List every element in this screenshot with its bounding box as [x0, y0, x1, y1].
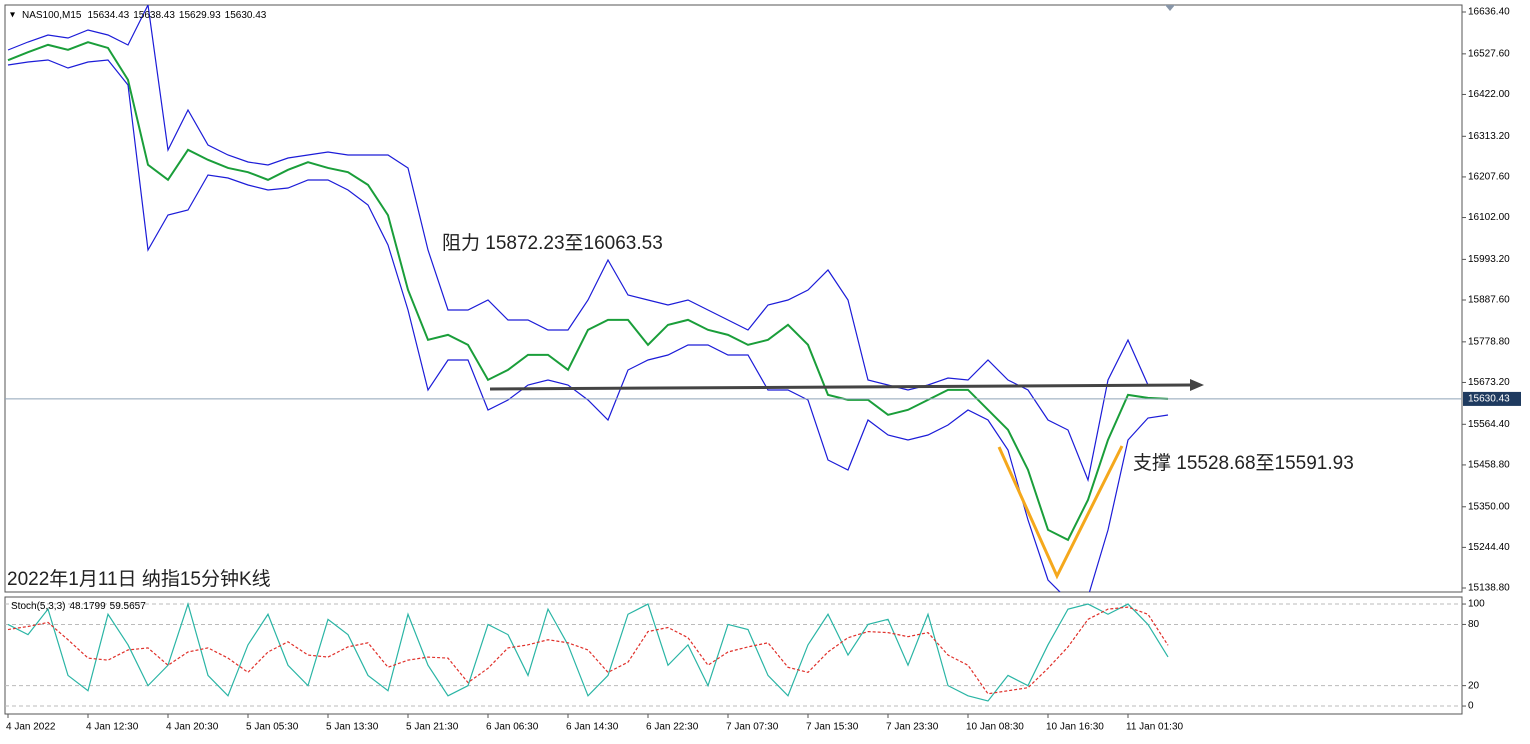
y-tick-label: 15138.80: [1468, 583, 1510, 594]
header: NAS100,M15 15634.43 15638.43 15629.93 15630.…: [22, 10, 267, 21]
series-line: [7, 601, 1169, 702]
x-tick-label: 10 Jan 16:30: [1046, 722, 1104, 733]
price-tag: [1463, 391, 1521, 406]
x-tick-label: 5 Jan 21:30: [406, 722, 459, 733]
resistance-arrow: [489, 383, 1193, 391]
resistance-note: 阻力 15872.23至16063.53: [442, 232, 663, 254]
main-panel: [4, 4, 1463, 593]
y-tick-label: 16527.60: [1468, 48, 1510, 59]
stoch-panel: [4, 596, 1463, 715]
y-tick-label: 20: [1468, 680, 1480, 691]
y-tick-label: 16636.40: [1468, 7, 1510, 18]
y-tick-label: 100: [1468, 599, 1485, 610]
stoch-plot: [5, 601, 1462, 707]
x-tick-label: 6 Jan 06:30: [486, 722, 539, 733]
y-tick-label: 15887.60: [1468, 295, 1510, 306]
x-tick-label: 6 Jan 14:30: [566, 722, 619, 733]
y-tick-label: 16313.20: [1468, 131, 1510, 142]
y-tick-label: 15564.40: [1468, 419, 1510, 430]
chart-caption: 2022年1月11日 纳指15分钟K线: [7, 568, 271, 590]
x-tick-label: 7 Jan 23:30: [886, 722, 939, 733]
y-tick-label: 15244.40: [1468, 542, 1510, 553]
price-tag-label: 15630.43: [1468, 394, 1510, 405]
y-tick-label: 16102.00: [1468, 212, 1510, 223]
x-tick-label: 5 Jan 13:30: [326, 722, 379, 733]
x-tick-label: 4 Jan 20:30: [166, 722, 219, 733]
x-tick-label: 10 Jan 08:30: [966, 722, 1024, 733]
stoch-header: Stoch(5,3,3) 48.1799 59.5657: [11, 601, 146, 612]
support-note: 支撑 15528.68至15591.93: [1133, 452, 1354, 474]
x-tick-label: 11 Jan 01:30: [1126, 722, 1184, 733]
x-tick-label: 6 Jan 22:30: [646, 722, 699, 733]
y-tick-label: 15673.20: [1468, 377, 1510, 388]
y-tick-label: 16207.60: [1468, 172, 1510, 183]
y-tick-label: 15993.20: [1468, 254, 1510, 265]
y-tick-label: 0: [1468, 701, 1474, 712]
v-pattern: [997, 445, 1124, 580]
series-line: [7, 59, 1169, 592]
x-tick-label: 7 Jan 07:30: [726, 722, 779, 733]
x-tick-label: 4 Jan 2022: [6, 722, 56, 733]
x-tick-label: 5 Jan 05:30: [246, 722, 299, 733]
series-line: [7, 606, 1169, 695]
arrow-head: [1190, 379, 1204, 391]
y-tick-label: 15778.80: [1468, 336, 1510, 347]
series-line: [7, 5, 1168, 483]
shift-marker: [1165, 5, 1175, 11]
triangle-icon: ▾: [10, 10, 15, 21]
main-plot: [7, 5, 1169, 592]
x-tick-label: 7 Jan 15:30: [806, 722, 859, 733]
y-tick-label: 80: [1468, 619, 1480, 630]
x-tick-label: 4 Jan 12:30: [86, 722, 139, 733]
y-tick-label: 15458.80: [1468, 460, 1510, 471]
y-tick-label: 16422.00: [1468, 89, 1510, 100]
series-line: [7, 41, 1169, 542]
y-tick-label: 15350.00: [1468, 501, 1510, 512]
